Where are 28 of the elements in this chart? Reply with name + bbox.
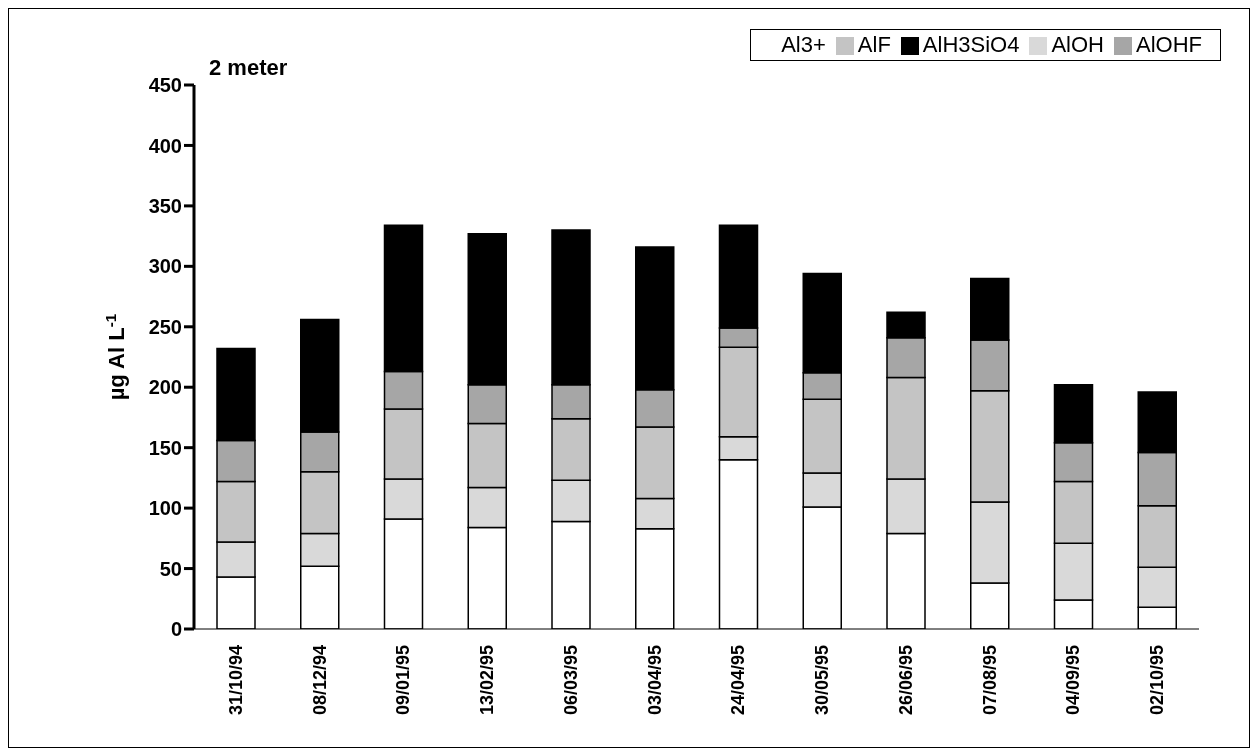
y-tick-label: 0 (170, 618, 182, 641)
text: Al3+ (781, 32, 826, 57)
text: 2 meter (209, 55, 288, 81)
x-tick-label: 06/03/95 (560, 645, 581, 716)
x-tick-label: 02/10/95 (1147, 645, 1168, 716)
x-tick-label: 26/06/95 (895, 645, 916, 716)
y-tick-label: 250 (148, 315, 182, 338)
y-tick-label: 100 (148, 497, 182, 520)
y-tick-label: 400 (148, 134, 182, 157)
x-tick-label: 13/02/95 (477, 645, 498, 716)
x-tick-label: 24/04/95 (728, 645, 749, 716)
x-tick-label: 30/05/95 (812, 645, 833, 716)
y-tick-label: 50 (159, 557, 182, 580)
y-tick-label: 150 (148, 436, 182, 459)
legend-label: AlF (857, 32, 891, 57)
legend-label: AlOH (1051, 32, 1104, 57)
y-tick-label: 200 (148, 376, 182, 399)
legend-label: AlOHF (1136, 32, 1202, 57)
x-tick-label: 07/08/95 (979, 645, 1000, 716)
x-tick-label: 03/04/95 (644, 645, 665, 716)
y-tick-label: 450 (148, 74, 182, 97)
y-tick-label: 350 (148, 194, 182, 217)
x-tick-label: 31/10/94 (225, 645, 246, 716)
legend-label: AlH3SiO4 (922, 32, 1020, 57)
x-tick-label: 08/12/94 (309, 645, 330, 716)
y-tick-label: 300 (148, 255, 182, 278)
x-tick-label: 04/09/95 (1063, 645, 1084, 716)
x-tick-label: 09/01/95 (393, 645, 414, 716)
